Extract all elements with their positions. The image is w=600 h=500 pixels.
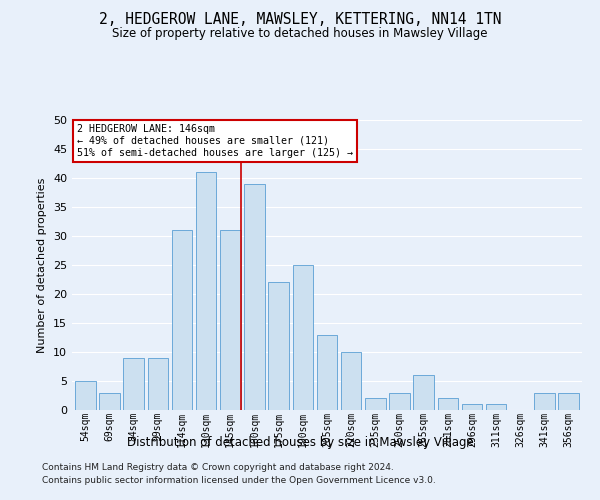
Bar	[341, 352, 361, 410]
Text: Contains HM Land Registry data © Crown copyright and database right 2024.: Contains HM Land Registry data © Crown c…	[42, 464, 394, 472]
Bar	[437, 398, 458, 410]
Text: Distribution of detached houses by size in Mawsley Village: Distribution of detached houses by size …	[127, 436, 473, 449]
Bar	[99, 392, 120, 410]
Bar	[365, 398, 386, 410]
Bar	[559, 392, 579, 410]
Bar	[389, 392, 410, 410]
Bar	[172, 230, 192, 410]
Bar	[413, 375, 434, 410]
Text: Size of property relative to detached houses in Mawsley Village: Size of property relative to detached ho…	[112, 28, 488, 40]
Bar	[220, 230, 241, 410]
Bar	[486, 404, 506, 410]
Text: 2, HEDGEROW LANE, MAWSLEY, KETTERING, NN14 1TN: 2, HEDGEROW LANE, MAWSLEY, KETTERING, NN…	[99, 12, 501, 28]
Bar	[462, 404, 482, 410]
Bar	[75, 381, 95, 410]
Y-axis label: Number of detached properties: Number of detached properties	[37, 178, 47, 352]
Bar	[317, 334, 337, 410]
Bar	[244, 184, 265, 410]
Bar	[268, 282, 289, 410]
Text: 2 HEDGEROW LANE: 146sqm
← 49% of detached houses are smaller (121)
51% of semi-d: 2 HEDGEROW LANE: 146sqm ← 49% of detache…	[77, 124, 353, 158]
Bar	[196, 172, 217, 410]
Text: Contains public sector information licensed under the Open Government Licence v3: Contains public sector information licen…	[42, 476, 436, 485]
Bar	[124, 358, 144, 410]
Bar	[293, 265, 313, 410]
Bar	[148, 358, 168, 410]
Bar	[534, 392, 555, 410]
